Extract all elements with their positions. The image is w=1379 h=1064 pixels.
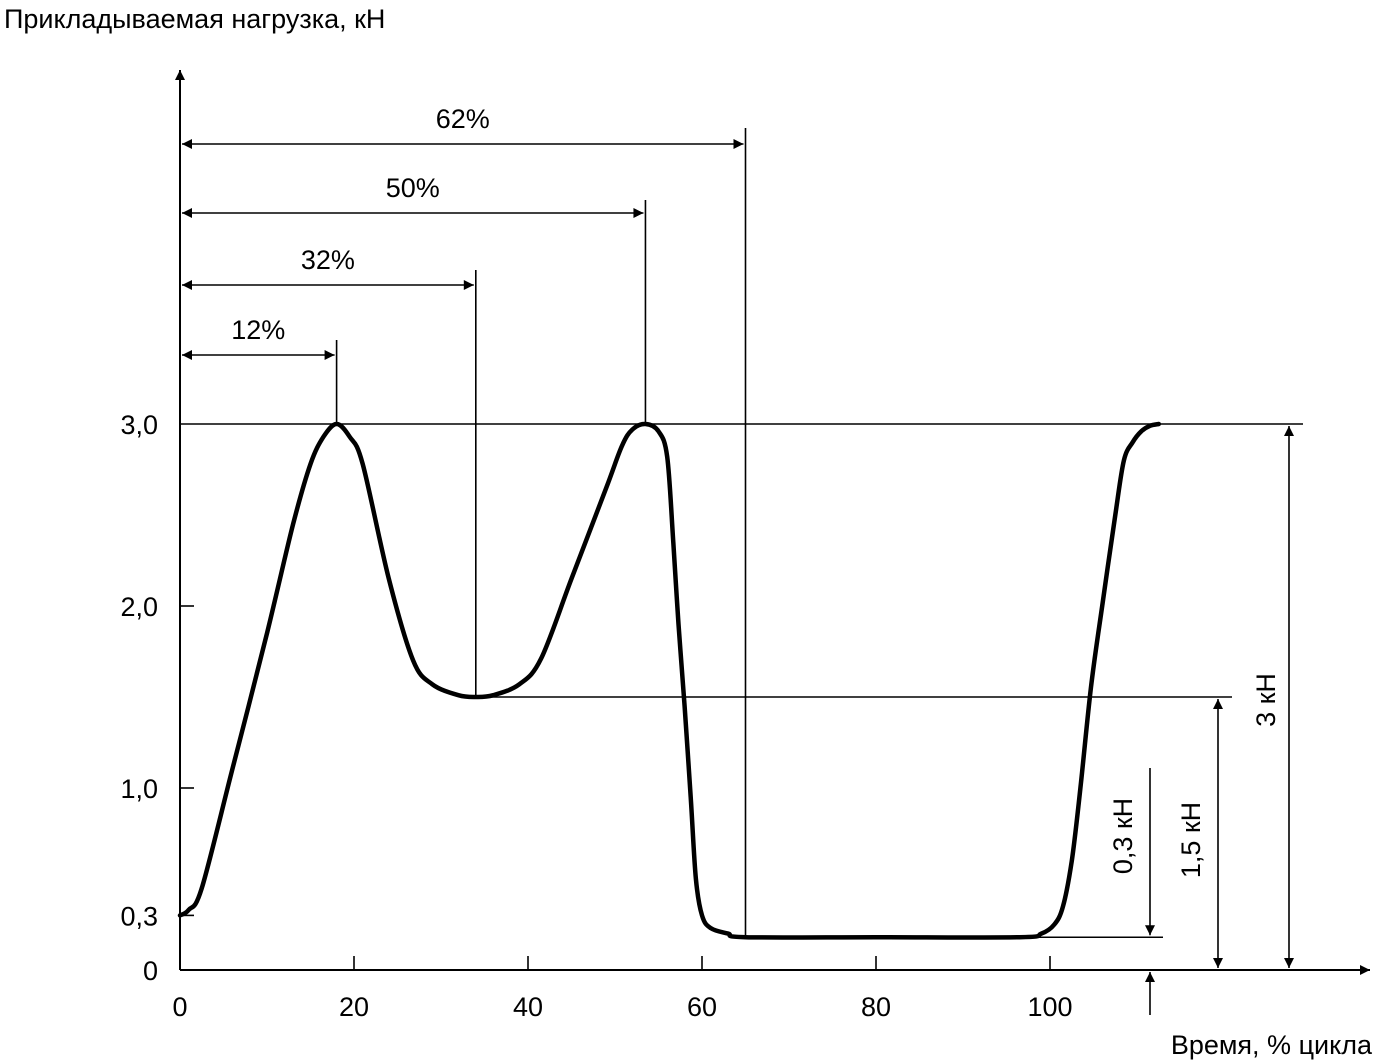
y-tick-label: 0: [143, 956, 158, 986]
axes: [175, 70, 1370, 975]
range-label: 3 кН: [1251, 673, 1281, 727]
percent-label: 32%: [301, 245, 355, 275]
y-tick-label: 0,3: [120, 901, 158, 931]
percent-label: 62%: [436, 104, 490, 134]
x-tick-label: 0: [172, 992, 187, 1022]
x-tick-label: 100: [1027, 992, 1072, 1022]
percent-label: 50%: [386, 173, 440, 203]
load-curve-path: [177, 421, 1162, 940]
x-tick-label: 80: [861, 992, 891, 1022]
tick-labels: 0 20 40 60 80 100 0 0,3 1,0 2,0 3,0: [120, 410, 1072, 1022]
y-axis-title: Прикладываемая нагрузка, кН: [4, 4, 385, 34]
range-label: 1,5 кН: [1176, 802, 1206, 878]
percent-label: 12%: [231, 315, 285, 345]
x-tick-label: 40: [513, 992, 543, 1022]
x-tick-label: 20: [339, 992, 369, 1022]
x-axis-title: Время, % цикла: [1171, 1030, 1373, 1060]
dimension-annotations: 12% 32% 50% 62% 0,3 кН 1,5 кН 3 кН: [182, 104, 1294, 1015]
y-tick-label: 3,0: [120, 410, 158, 440]
y-tick-label: 1,0: [120, 774, 158, 804]
x-tick-label: 60: [687, 992, 717, 1022]
load-curve: [177, 421, 1162, 940]
y-tick-label: 2,0: [120, 592, 158, 622]
range-label: 0,3 кН: [1108, 798, 1138, 874]
